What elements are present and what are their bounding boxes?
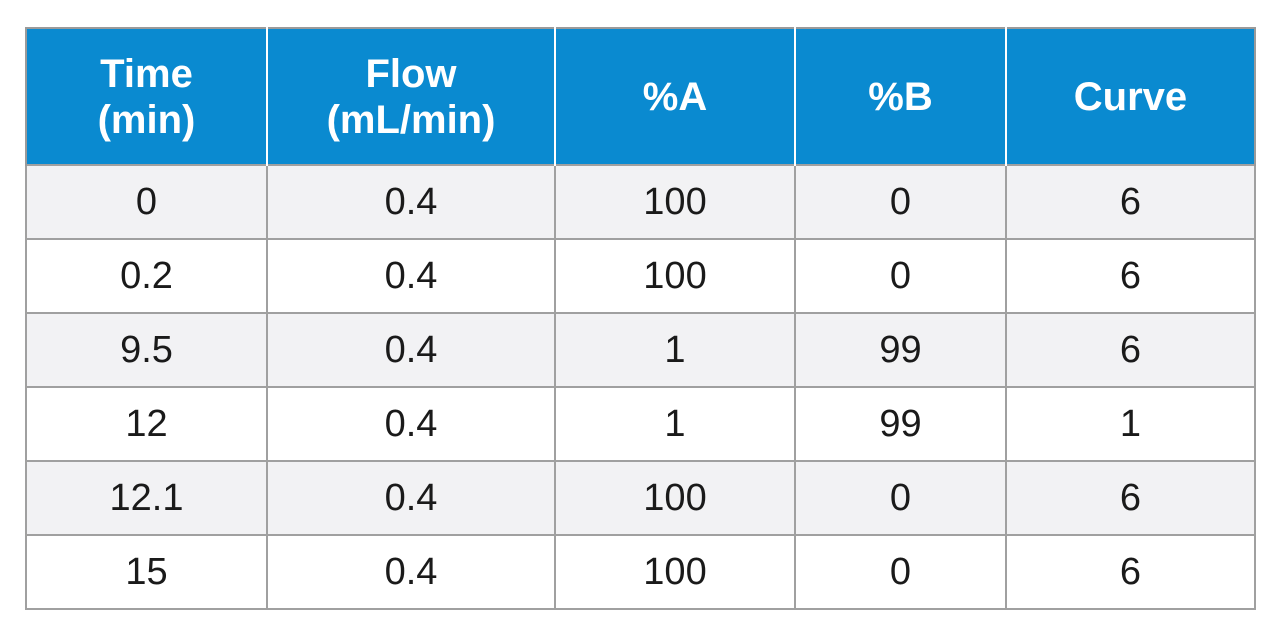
cell-flow: 0.4 — [266, 460, 556, 536]
cell-time: 15 — [25, 534, 268, 610]
cell-time: 12 — [25, 386, 268, 462]
gradient-table-container: Time (min) Flow (mL/min) %A %B Curve — [25, 27, 1256, 610]
table-row: 12.1 0.4 100 0 6 — [25, 460, 1256, 536]
header-curve: Curve — [1005, 28, 1256, 165]
header-row: Time (min) Flow (mL/min) %A %B Curve — [25, 28, 1256, 165]
header-curve-label: Curve — [1073, 74, 1188, 119]
table-row: 0.2 0.4 100 0 6 — [25, 238, 1256, 314]
table-row: 0 0.4 100 0 6 — [25, 164, 1256, 240]
table-row: 9.5 0.4 1 99 6 — [25, 312, 1256, 388]
header-time: Time (min) — [25, 28, 268, 165]
cell-time: 0 — [25, 164, 268, 240]
table-row: 12 0.4 1 99 1 — [25, 386, 1256, 462]
cell-percent-b: 99 — [794, 386, 1007, 462]
cell-curve: 1 — [1005, 386, 1256, 462]
cell-flow: 0.4 — [266, 164, 556, 240]
cell-percent-a: 1 — [554, 312, 796, 388]
table-row: 15 0.4 100 0 6 — [25, 534, 1256, 610]
cell-percent-a: 100 — [554, 534, 796, 610]
cell-flow: 0.4 — [266, 238, 556, 314]
header-percent-b: %B — [794, 28, 1007, 165]
cell-percent-a: 100 — [554, 238, 796, 314]
header-percent-a: %A — [554, 28, 796, 165]
cell-percent-a: 100 — [554, 460, 796, 536]
cell-time: 0.2 — [25, 238, 268, 314]
cell-time: 9.5 — [25, 312, 268, 388]
cell-flow: 0.4 — [266, 312, 556, 388]
cell-flow: 0.4 — [266, 386, 556, 462]
cell-percent-b: 0 — [794, 238, 1007, 314]
cell-percent-b: 0 — [794, 164, 1007, 240]
cell-percent-b: 0 — [794, 534, 1007, 610]
header-time-unit: (min) — [97, 97, 196, 142]
cell-curve: 6 — [1005, 460, 1256, 536]
cell-curve: 6 — [1005, 238, 1256, 314]
header-time-label: Time — [100, 51, 193, 96]
table-body: 0 0.4 100 0 6 0.2 0.4 100 0 6 9.5 0.4 1 … — [25, 164, 1256, 610]
header-percent-b-label: %B — [868, 74, 933, 119]
cell-percent-b: 0 — [794, 460, 1007, 536]
cell-time: 12.1 — [25, 460, 268, 536]
cell-percent-a: 1 — [554, 386, 796, 462]
cell-curve: 6 — [1005, 312, 1256, 388]
gradient-table: Time (min) Flow (mL/min) %A %B Curve — [25, 27, 1256, 610]
cell-curve: 6 — [1005, 534, 1256, 610]
cell-percent-a: 100 — [554, 164, 796, 240]
header-flow-label: Flow — [365, 51, 457, 96]
cell-curve: 6 — [1005, 164, 1256, 240]
cell-flow: 0.4 — [266, 534, 556, 610]
cell-percent-b: 99 — [794, 312, 1007, 388]
table-header: Time (min) Flow (mL/min) %A %B Curve — [25, 28, 1256, 165]
header-flow-unit: (mL/min) — [326, 97, 496, 142]
header-percent-a-label: %A — [642, 74, 708, 119]
header-flow: Flow (mL/min) — [266, 28, 556, 165]
